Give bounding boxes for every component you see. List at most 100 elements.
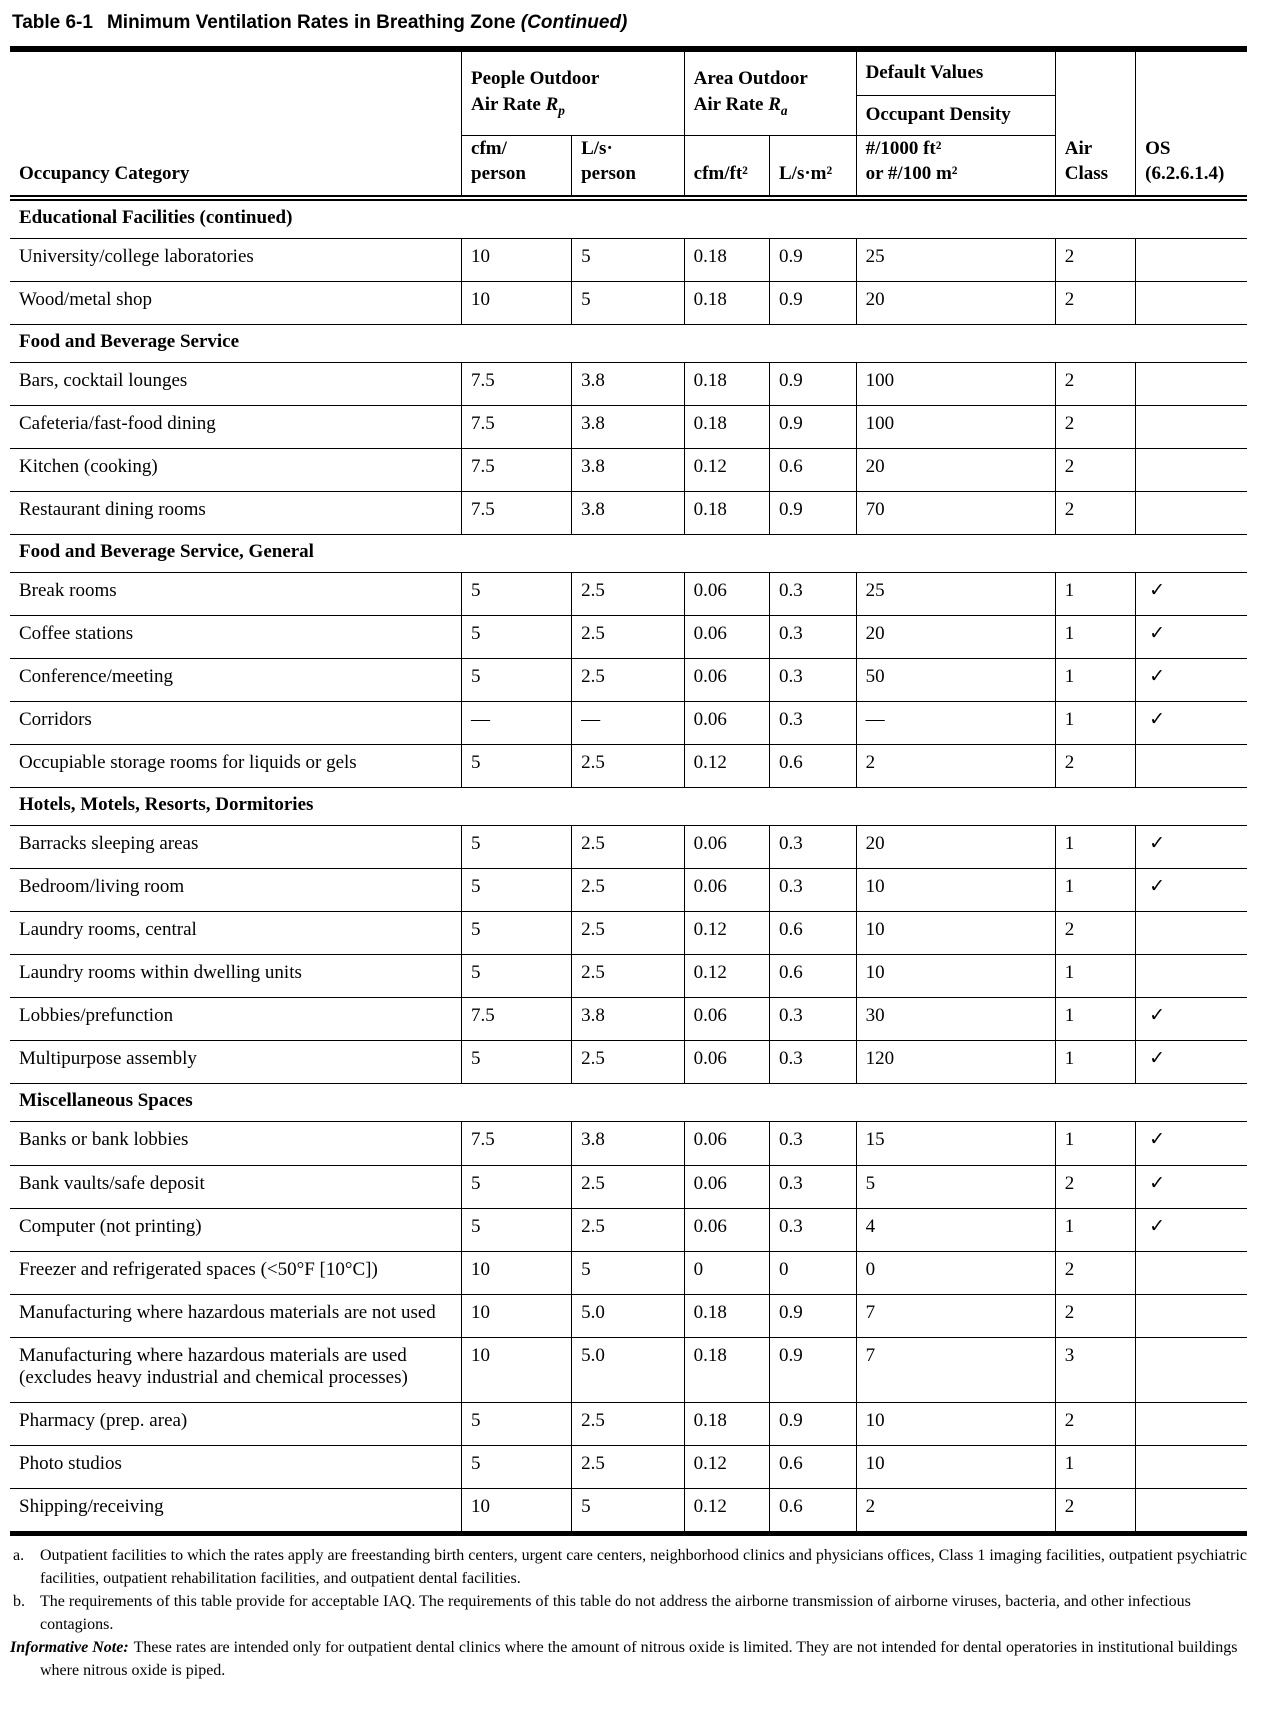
cfm-person-cell: 5: [461, 1445, 573, 1489]
os-checkmark-cell: [1135, 1445, 1247, 1489]
table-row: Kitchen (cooking) 7.5 3.8 0.12 0.6 20 2: [10, 448, 1247, 493]
rate-symbol-rp: R: [545, 94, 559, 116]
density-cell: —: [856, 701, 1056, 746]
air-class-cell: 2: [1055, 1294, 1137, 1338]
ls-person-cell: 5.0: [571, 1337, 685, 1403]
air-class-cell: 1: [1055, 572, 1137, 617]
cfm-ft2-cell: 0.06: [684, 615, 771, 660]
table-row: Shipping/receiving 10 5 0.12 0.6 2 2: [10, 1488, 1247, 1534]
occupancy-category-cell: Freezer and refrigerated spaces (<50°F […: [10, 1251, 463, 1295]
cfm-ft2-cell: 0.06: [684, 572, 771, 617]
os-checkmark-cell: ✓: [1135, 1121, 1247, 1166]
ls-m2-cell: 0.3: [769, 1165, 857, 1209]
density-cell: 0: [856, 1251, 1056, 1295]
cfm-person-line2: person: [471, 163, 526, 185]
occupancy-category-cell: Conference/meeting: [10, 658, 463, 703]
section-header-row: Educational Facilities (continued): [10, 197, 1247, 239]
footnote-b: b. The requirements of this table provide…: [10, 1590, 1263, 1636]
cfm-person-cell: 10: [461, 1294, 573, 1338]
cfm-ft2-cell: 0.12: [684, 911, 771, 956]
density-cell: 100: [856, 405, 1056, 449]
ls-m2-cell: 0.3: [769, 615, 857, 660]
os-checkmark-cell: ✓: [1135, 825, 1247, 870]
cfm-ft2-cell: 0.06: [684, 1208, 771, 1252]
occupancy-category-cell: Corridors: [10, 701, 463, 746]
people-outdoor-air-rate-header: People Outdoor Air Rate Rp: [461, 49, 685, 136]
air-class-cell: 2: [1055, 1402, 1137, 1446]
table-row: Manufacturing where hazardous materials …: [10, 1337, 1247, 1403]
cfm-person-unit-header: cfm/ person: [461, 135, 573, 201]
table-row: Multipurpose assembly 5 2.5 0.06 0.3 120 1 ✓: [10, 1040, 1247, 1085]
ls-m2-cell: 0.9: [769, 1337, 857, 1403]
ls-person-cell: 3.8: [571, 1121, 685, 1166]
density-line1: #/1000 ft²: [865, 137, 942, 159]
air-class-cell: 2: [1055, 491, 1137, 536]
informative-note-label: Informative Note:: [10, 1638, 129, 1656]
ls-m2-cell: 0.3: [769, 1208, 857, 1252]
cfm-person-cell: 5: [461, 954, 573, 999]
ls-person-cell: 5: [571, 1251, 685, 1295]
density-cell: 2: [856, 744, 1056, 789]
ls-m2-cell: 0.6: [769, 1488, 857, 1534]
cfm-person-cell: 5: [461, 1208, 573, 1252]
density-cell: 2: [856, 1488, 1056, 1534]
density-cell: 7: [856, 1294, 1056, 1338]
cfm-person-cell: —: [461, 701, 573, 746]
density-cell: 20: [856, 448, 1056, 493]
density-cell: 50: [856, 658, 1056, 703]
air-class-cell: 2: [1055, 911, 1137, 956]
density-cell: 5: [856, 1165, 1056, 1209]
page-title: Table 6-1 Minimum Ventilation Rates in Br…: [12, 12, 1263, 34]
os-checkmark-cell: ✓: [1135, 1165, 1247, 1209]
occupancy-category-cell: Manufacturing where hazardous materials …: [10, 1337, 463, 1403]
ls-person-cell: 2.5: [571, 1208, 685, 1252]
occupancy-category-cell: Occupiable storage rooms for liquids or …: [10, 744, 463, 789]
os-checkmark-cell: [1135, 405, 1247, 449]
ls-person-cell: 3.8: [571, 448, 685, 493]
ls-m2-cell: 0.3: [769, 1040, 857, 1085]
os-checkmark-cell: [1135, 491, 1247, 536]
table-row: Banks or bank lobbies 7.5 3.8 0.06 0.3 15 1 ✓: [10, 1121, 1247, 1166]
ls-person-cell: 2.5: [571, 572, 685, 617]
cfm-ft2-cell: 0.18: [684, 362, 771, 406]
cfm-ft2-cell: 0.06: [684, 1121, 771, 1166]
air-class-cell: 2: [1055, 1251, 1137, 1295]
occupancy-category-cell: Cafeteria/fast-food dining: [10, 405, 463, 449]
os-checkmark-cell: [1135, 362, 1247, 406]
ls-person-cell: 2.5: [571, 868, 685, 913]
ls-person-cell: 2.5: [571, 1040, 685, 1085]
section-title: Miscellaneous Spaces: [10, 1083, 1247, 1123]
informative-note-text: These rates are intended only for outpat…: [40, 1638, 1238, 1679]
occupancy-category-cell: Kitchen (cooking): [10, 448, 463, 493]
density-cell: 10: [856, 911, 1056, 956]
ls-m2-cell: 0.9: [769, 238, 857, 282]
air-class-cell: 1: [1055, 825, 1137, 870]
density-cell: 20: [856, 615, 1056, 660]
air-class-cell: 1: [1055, 1208, 1137, 1252]
cfm-ft2-cell: 0.18: [684, 1402, 771, 1446]
table-row: Wood/metal shop 10 5 0.18 0.9 20 2: [10, 281, 1247, 325]
cfm-person-cell: 10: [461, 238, 573, 282]
table-row: University/college laboratories 10 5 0.18 0.…: [10, 238, 1247, 282]
cfm-person-cell: 5: [461, 658, 573, 703]
cfm-person-cell: 7.5: [461, 405, 573, 449]
cfm-person-line1: cfm/: [471, 137, 507, 159]
cfm-ft2-cell: 0.12: [684, 954, 771, 999]
os-checkmark-cell: ✓: [1135, 1208, 1247, 1252]
ls-person-cell: 3.8: [571, 491, 685, 536]
ls-person-cell: 2.5: [571, 1165, 685, 1209]
table-row: Photo studios 5 2.5 0.12 0.6 10 1: [10, 1445, 1247, 1489]
ls-person-cell: 5: [571, 281, 685, 325]
os-checkmark-cell: [1135, 1294, 1247, 1338]
footnote-b-marker: b.: [13, 1592, 25, 1610]
footnote-informative-note: Informative Note: These rates are intende…: [10, 1636, 1263, 1682]
os-checkmark-cell: ✓: [1135, 615, 1247, 660]
cfm-person-cell: 5: [461, 1165, 573, 1209]
cfm-ft2-cell: 0.18: [684, 238, 771, 282]
cfm-ft2-cell: 0.18: [684, 405, 771, 449]
table-row: Conference/meeting 5 2.5 0.06 0.3 50 1 ✓: [10, 658, 1247, 703]
table-title-continued: (Continued): [520, 12, 628, 33]
os-checkmark-cell: [1135, 448, 1247, 493]
cfm-ft2-cell: 0.06: [684, 701, 771, 746]
occupancy-category-cell: Photo studios: [10, 1445, 463, 1489]
